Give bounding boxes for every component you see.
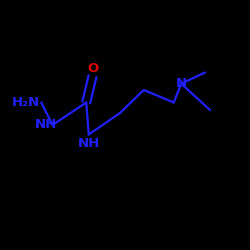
Text: O: O [87,62,98,75]
Text: NH: NH [35,118,58,132]
Text: H₂N: H₂N [12,96,40,109]
Text: NH: NH [78,137,100,150]
Text: N: N [176,77,187,90]
